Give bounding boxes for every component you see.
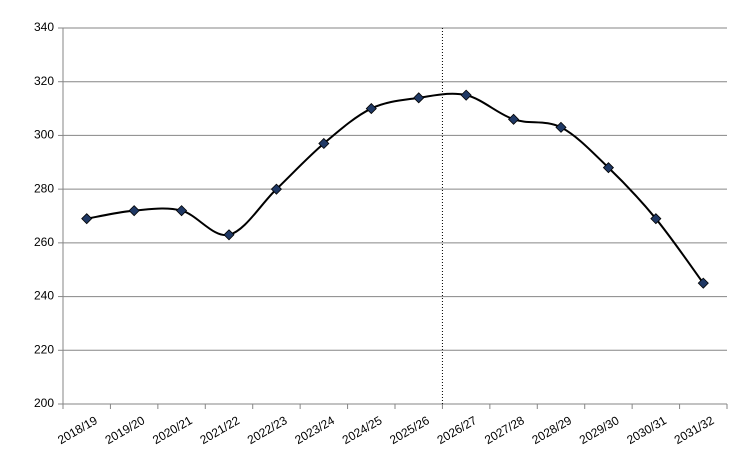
y-tick-label: 280: [34, 181, 54, 195]
marker: [128, 205, 140, 217]
marker: [650, 213, 662, 225]
marker: [555, 121, 567, 133]
marker: [81, 213, 93, 225]
marker: [223, 229, 235, 241]
y-tick-label: 260: [34, 235, 54, 249]
marker: [176, 205, 188, 217]
marker: [508, 113, 520, 125]
y-tick-label: 240: [34, 289, 54, 303]
marker: [697, 277, 709, 289]
marker: [413, 92, 425, 104]
y-tick-label: 220: [34, 342, 54, 356]
y-tick-label: 200: [34, 396, 54, 410]
marker: [460, 89, 472, 101]
y-tick-label: 300: [34, 128, 54, 142]
marker: [318, 137, 330, 150]
marker: [365, 103, 377, 115]
marker: [270, 183, 282, 195]
marker: [602, 162, 614, 174]
y-tick-label: 320: [34, 74, 54, 88]
y-tick-label: 340: [34, 20, 54, 34]
